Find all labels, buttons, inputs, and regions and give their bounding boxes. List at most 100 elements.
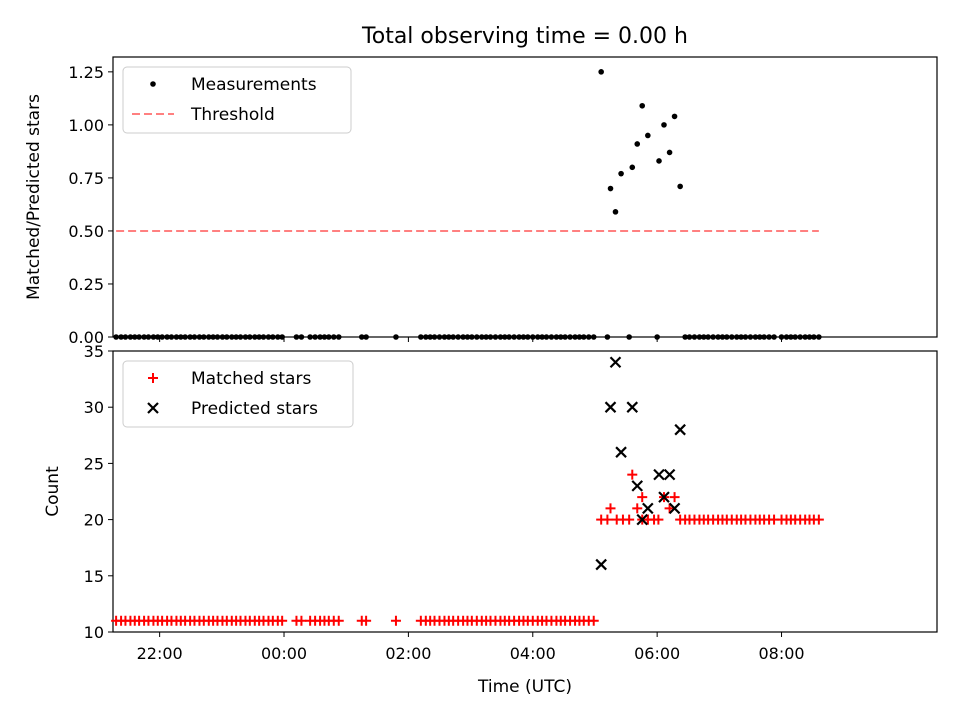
data-point [242,334,249,340]
legend-label: Measurements [191,75,317,95]
data-point [363,334,369,340]
data-point [677,183,683,190]
x-tick-label: 00:00 [261,644,307,663]
data-point [585,334,592,340]
data-point [671,113,678,120]
data-point [543,334,550,340]
x-tick-label: 02:00 [385,644,431,663]
data-point [118,334,124,340]
data-point [576,334,583,340]
data-point [778,334,785,340]
y-tick-label: 25 [84,454,104,473]
data-point [270,334,276,340]
data-point [595,558,607,571]
data-point [682,334,688,340]
data-point [474,334,480,340]
data-point [631,480,644,492]
y-tick-label: 15 [84,567,104,586]
data-point [602,514,613,525]
y-axis-label: Count [43,466,63,517]
data-point [742,334,749,340]
data-point [492,334,499,340]
data-point [567,334,573,340]
data-point [307,334,313,340]
data-point [715,334,721,340]
data-point [806,334,813,340]
data-point [164,334,170,340]
y-tick-label: 10 [84,623,104,642]
data-point [669,492,680,503]
data-point [296,615,307,626]
data-point [483,334,489,340]
data-point [516,334,522,340]
chart-title: Total observing time = 0.00 h [361,24,688,49]
data-point [656,158,662,164]
data-point [788,334,794,340]
data-point [312,334,318,340]
data-point [626,401,639,413]
legend-label: Predicted stars [191,399,318,419]
data-point [642,502,654,515]
data-point [196,334,203,340]
y-tick-label: 0.25 [68,275,104,294]
data-point [686,334,693,340]
data-point [154,334,161,340]
y-tick-label: 1.25 [68,63,104,82]
data-point [431,334,438,340]
data-point [275,334,281,340]
legend-label: Matched stars [191,369,311,389]
data-point [524,334,531,340]
data-point [572,334,578,340]
data-point [605,503,616,514]
top-plot: 0.00 0.25 0.50 0.75 1.00 1.25 Matched/Predicte… [24,56,938,347]
data-point [534,334,541,340]
data-point [436,334,443,340]
data-point [317,334,323,340]
data-point [127,334,134,340]
legend: Matched stars Predicted stars [122,360,354,428]
data-point [427,334,433,340]
data-point [228,334,235,340]
data-point [658,491,670,503]
data-point [141,334,147,340]
data-point [664,503,675,514]
data-point [136,334,142,340]
data-point [423,334,429,340]
data-point [279,334,285,340]
data-point [210,334,216,340]
data-point [200,334,207,340]
data-point [265,334,272,340]
data-point [393,334,399,340]
data-point [361,615,372,626]
data-point [663,468,676,481]
data-point [224,334,230,340]
data-point [590,334,597,340]
data-point [580,334,587,340]
data-point [607,185,614,192]
data-point [612,209,619,215]
data-point [455,334,461,340]
y-tick-label: 20 [84,511,104,530]
data-point [811,334,817,340]
data-point [277,615,288,626]
data-point [113,334,119,340]
data-point [719,334,726,340]
data-point [615,446,627,458]
legend-frame [122,66,352,134]
data-point [700,334,707,340]
y-tick-label: 0.50 [68,222,104,241]
data-point [733,334,740,340]
data-point [205,334,212,340]
data-point [696,334,703,340]
data-point [747,334,754,340]
data-point [557,334,564,340]
data-point [191,334,198,340]
data-point [214,334,221,340]
data-point [816,334,822,340]
data-point [122,334,129,340]
x-tick-label: 08:00 [758,644,804,663]
data-point [728,334,735,340]
y-axis-label: Matched/Predicted stars [24,94,44,300]
legend-marker [147,402,159,414]
